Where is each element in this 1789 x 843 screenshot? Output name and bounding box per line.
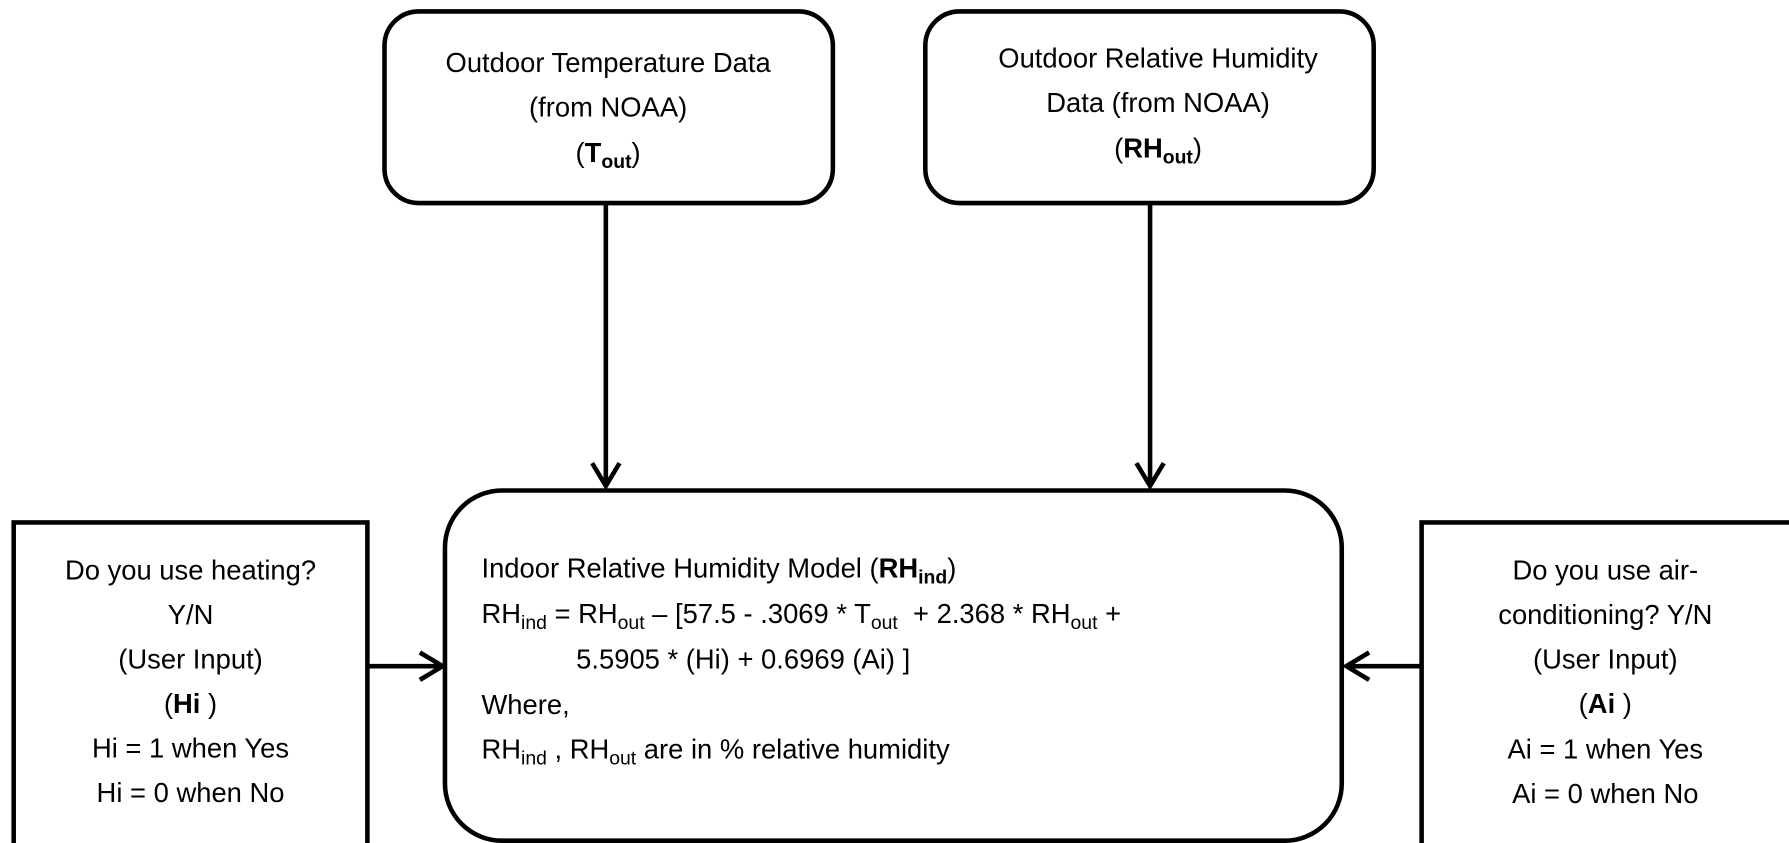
text-run: RH (481, 734, 521, 765)
text-run: Ai (1588, 688, 1623, 719)
text-run: Hi (173, 688, 208, 719)
text-run: – [57.5 - .3069 * T (645, 598, 872, 629)
text-run: ) (632, 137, 641, 168)
text-run: Where, (481, 689, 569, 720)
subscript: ind (521, 612, 547, 634)
text-run: Data (from NOAA) (1046, 87, 1270, 118)
text-run: = RH (547, 598, 618, 629)
text-run: Outdoor Temperature Data (446, 47, 772, 78)
text-run: ( (576, 137, 585, 168)
text-run: Y/N (168, 599, 214, 630)
node-text: Where, (481, 689, 569, 720)
text-run: T (585, 137, 602, 168)
node-text: Do you use heating? (65, 555, 316, 586)
arrows (367, 203, 1422, 682)
text-run: , RH (547, 734, 609, 765)
text-run: Do you use heating? (65, 555, 316, 586)
text-run: Outdoor Relative Humidity (998, 43, 1318, 74)
arrow (367, 650, 448, 682)
node-text: Indoor Relative Humidity Model (RHind) (481, 553, 956, 589)
node-text: Ai = 0 when No (1512, 778, 1698, 809)
node-text: conditioning? Y/N (1498, 599, 1712, 630)
arrow (1341, 650, 1422, 682)
subscript: out (1163, 147, 1194, 169)
node-text: (Ai ) (1579, 688, 1632, 719)
text-run: ( (1579, 688, 1588, 719)
text-run: Do you use air- (1512, 555, 1698, 586)
text-run: 5.5905 * (Hi) + 0.6969 (Ai) ] (576, 644, 910, 675)
text-run: (from NOAA) (529, 92, 687, 123)
text-run: ) (208, 688, 217, 719)
text-run: ) (947, 553, 956, 584)
node-text: (User Input) (1533, 644, 1678, 675)
box-heating (11, 520, 370, 843)
node-text: (Hi ) (164, 688, 217, 719)
subscript: out (601, 151, 632, 173)
node-text: Data (from NOAA) (1046, 87, 1270, 118)
arrow (1134, 203, 1166, 491)
node-text: Hi = 0 when No (97, 777, 285, 808)
text-run: conditioning? Y/N (1498, 599, 1712, 630)
node-text: Do you use air- (1512, 555, 1698, 586)
node-text: (Tout) (576, 137, 641, 173)
text-run: Hi = 0 when No (97, 777, 285, 808)
text-run: Ai = 0 when No (1512, 778, 1698, 809)
node-text: (from NOAA) (529, 92, 687, 123)
subscript: out (618, 612, 646, 634)
box-ac (1419, 520, 1789, 843)
text-run: ) (1623, 688, 1632, 719)
subscript: out (609, 748, 637, 770)
text-run: RH (1123, 133, 1163, 164)
node-text: Y/N (168, 599, 214, 630)
text-run: Hi = 1 when Yes (92, 733, 289, 764)
node-text: 5.5905 * (Hi) + 0.6969 (Ai) ] (576, 644, 910, 675)
text-run: ( (164, 688, 173, 719)
arrow (590, 203, 622, 491)
subscript: out (871, 612, 899, 634)
subscript: ind (521, 748, 547, 770)
text-run: + 2.368 * RH (898, 598, 1071, 629)
text-run: + (1097, 598, 1121, 629)
node-text: (RHout) (1114, 133, 1202, 169)
node-text: Ai = 1 when Yes (1508, 734, 1704, 765)
text-run: ) (1193, 133, 1202, 164)
subscript: out (1071, 612, 1099, 634)
node-text: (User Input) (118, 644, 263, 675)
node-text: Outdoor Temperature Data (446, 47, 772, 78)
node-text: Hi = 1 when Yes (92, 733, 289, 764)
text-run: RH (481, 598, 521, 629)
text-run: (User Input) (118, 644, 263, 675)
node-text: RHind , RHout are in % relative humidity (481, 734, 949, 770)
text-run: Ai = 1 when Yes (1508, 734, 1704, 765)
node-text: RHind = RHout – [57.5 - .3069 * Tout + 2… (481, 598, 1121, 634)
text-run: ( (1114, 133, 1123, 164)
text-run: are in % relative humidity (636, 734, 950, 765)
box-temperature (382, 9, 836, 206)
node-text: Outdoor Relative Humidity (998, 43, 1318, 74)
text-run: Indoor Relative Humidity Model ( (481, 553, 878, 584)
text-run: RH (879, 553, 919, 584)
subscript: ind (918, 566, 947, 588)
text-run: (User Input) (1533, 644, 1678, 675)
